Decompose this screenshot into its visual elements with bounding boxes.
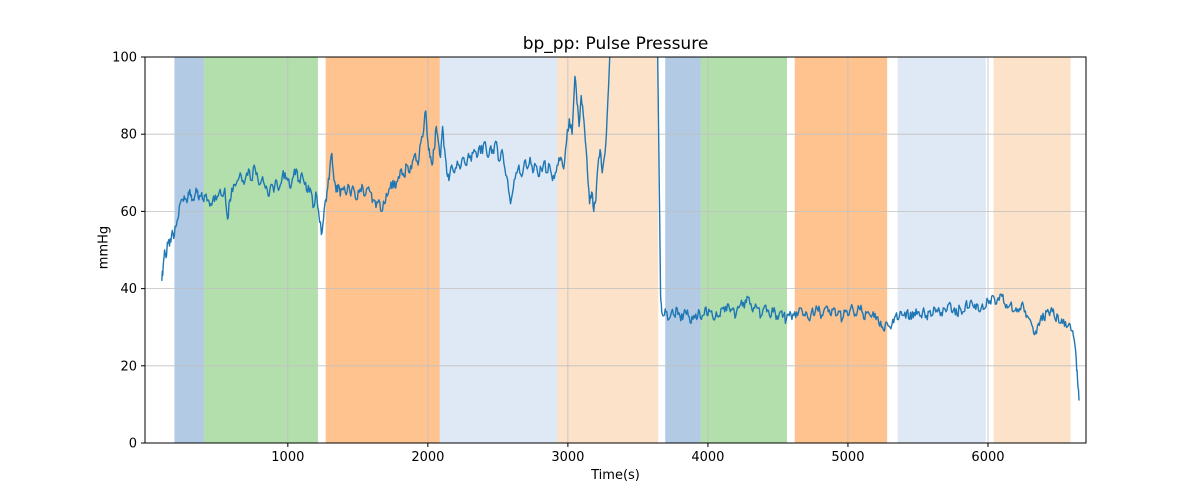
- x-tick-label: 3000: [551, 450, 584, 465]
- band-green-1: [203, 57, 318, 443]
- band-orange-2: [794, 57, 888, 443]
- band-peach-1: [557, 57, 659, 443]
- x-tick-label: 5000: [831, 450, 864, 465]
- plot-border: [144, 56, 1087, 444]
- y-tick-label: 80: [120, 128, 137, 143]
- y-tick-label: 0: [129, 437, 137, 452]
- band-peach-2: [993, 57, 1071, 443]
- tick-group: 1000 2000 3000 4000 5000 6000 0 20 40 60 80 100: [112, 51, 1004, 466]
- chart-title: bp_pp: Pulse Pressure: [522, 34, 709, 54]
- y-tick-label: 40: [120, 282, 137, 297]
- band-blue-2: [665, 57, 701, 443]
- y-tick-label: 20: [120, 359, 137, 374]
- band-blue-1: [174, 57, 204, 443]
- band-green-2: [700, 57, 788, 443]
- x-tick-label: 1000: [271, 450, 304, 465]
- band-paleblue-2: [897, 57, 986, 443]
- x-tick-label: 6000: [971, 450, 1004, 465]
- x-axis-label: Time(s): [591, 468, 640, 483]
- y-tick-label: 60: [120, 205, 137, 220]
- y-tick-label: 100: [112, 51, 137, 66]
- band-paleblue-1: [439, 57, 558, 443]
- band-orange-1: [325, 57, 440, 443]
- x-tick-label: 2000: [411, 450, 444, 465]
- y-axis-label: mmHg: [96, 225, 112, 270]
- band-group: [174, 57, 1071, 443]
- x-tick-label: 4000: [691, 450, 724, 465]
- series-line-bp_pp: [161, 57, 1080, 401]
